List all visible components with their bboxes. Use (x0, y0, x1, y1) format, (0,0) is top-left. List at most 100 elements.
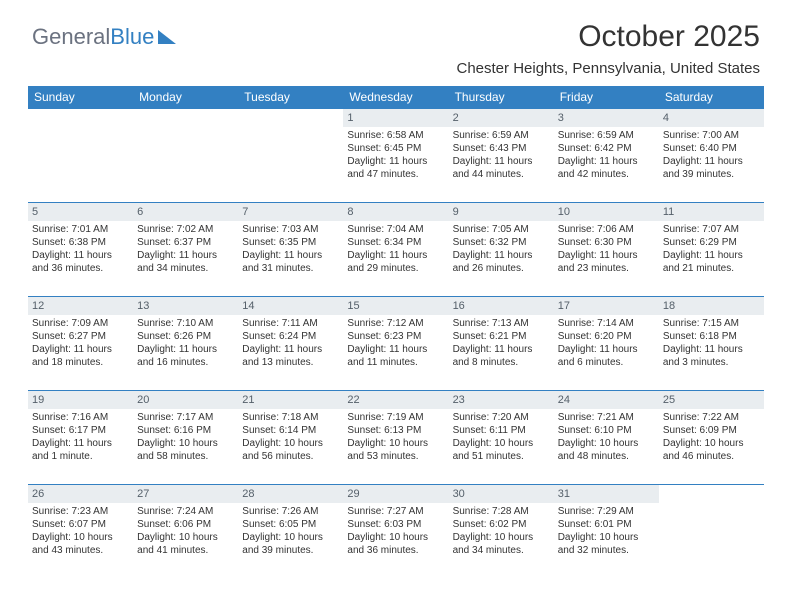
calendar-day-cell: 16 Sunrise: 7:13 AMSunset: 6:21 PMDayligh… (449, 297, 554, 391)
logo-triangle-icon (158, 30, 176, 44)
day-details: Sunrise: 7:18 AMSunset: 6:14 PMDaylight:… (238, 411, 343, 467)
day-details: Sunrise: 7:17 AMSunset: 6:16 PMDaylight:… (133, 411, 238, 467)
day-details: Sunrise: 7:14 AMSunset: 6:20 PMDaylight:… (554, 317, 659, 373)
calendar-day-cell: 4Sunrise: 7:00 AMSunset: 6:40 PMDaylight… (659, 109, 764, 203)
calendar-day-cell: 15 Sunrise: 7:12 AMSunset: 6:23 PMDayligh… (343, 297, 448, 391)
calendar-day-cell: 5 Sunrise: 7:01 AMSunset: 6:38 PMDaylight… (28, 203, 133, 297)
day-details: Sunrise: 7:19 AMSunset: 6:13 PMDaylight:… (343, 411, 448, 467)
calendar-day-cell: 6 Sunrise: 7:02 AMSunset: 6:37 PMDaylight… (133, 203, 238, 297)
calendar-day-cell: 17 Sunrise: 7:14 AMSunset: 6:20 PMDayligh… (554, 297, 659, 391)
calendar-day-cell: 1 Sunrise: 6:58 AMSunset: 6:45 PMDaylight… (343, 109, 448, 203)
day-number: 15 (343, 297, 448, 315)
calendar-day-cell: 19 Sunrise: 7:16 AMSunset: 6:17 PMDayligh… (28, 391, 133, 485)
calendar-day-cell (238, 109, 343, 203)
day-number: 21 (238, 391, 343, 409)
logo-text-1: General (32, 24, 110, 50)
calendar-day-cell: 11 Sunrise: 7:07 AMSunset: 6:29 PMDayligh… (659, 203, 764, 297)
day-details: Sunrise: 6:59 AMSunset: 6:43 PMDaylight:… (449, 129, 554, 185)
day-number: 24 (554, 391, 659, 409)
calendar-day-cell: 9 Sunrise: 7:05 AMSunset: 6:32 PMDaylight… (449, 203, 554, 297)
calendar-header-cell: Monday (133, 86, 238, 109)
calendar-day-cell: 25 Sunrise: 7:22 AMSunset: 6:09 PMDayligh… (659, 391, 764, 485)
calendar-day-cell: 2Sunrise: 6:59 AMSunset: 6:43 PMDaylight… (449, 109, 554, 203)
day-number: 18 (659, 297, 764, 315)
calendar-body: 1 Sunrise: 6:58 AMSunset: 6:45 PMDaylight… (28, 109, 764, 579)
day-details: Sunrise: 7:04 AMSunset: 6:34 PMDaylight:… (343, 223, 448, 279)
day-number: 20 (133, 391, 238, 409)
day-number: 19 (28, 391, 133, 409)
calendar-header-cell: Sunday (28, 86, 133, 109)
day-number: 25 (659, 391, 764, 409)
day-details: Sunrise: 7:16 AMSunset: 6:17 PMDaylight:… (28, 411, 133, 467)
day-details: Sunrise: 7:29 AMSunset: 6:01 PMDaylight:… (554, 505, 659, 561)
calendar-header-cell: Saturday (659, 86, 764, 109)
day-number: 4 (659, 109, 764, 127)
page-subtitle: Chester Heights, Pennsylvania, United St… (457, 60, 761, 77)
calendar-day-cell: 30 Sunrise: 7:28 AMSunset: 6:02 PMDayligh… (449, 485, 554, 579)
logo-text-2: Blue (110, 24, 154, 50)
day-details: Sunrise: 7:23 AMSunset: 6:07 PMDaylight:… (28, 505, 133, 561)
day-number: 5 (28, 203, 133, 221)
day-number: 12 (28, 297, 133, 315)
day-details: Sunrise: 7:13 AMSunset: 6:21 PMDaylight:… (449, 317, 554, 373)
day-details: Sunrise: 6:58 AMSunset: 6:45 PMDaylight:… (343, 129, 448, 185)
calendar-day-cell: 23Sunrise: 7:20 AMSunset: 6:11 PMDayligh… (449, 391, 554, 485)
day-details: Sunrise: 7:22 AMSunset: 6:09 PMDaylight:… (659, 411, 764, 467)
calendar-day-cell: 13 Sunrise: 7:10 AMSunset: 6:26 PMDayligh… (133, 297, 238, 391)
calendar-day-cell: 10 Sunrise: 7:06 AMSunset: 6:30 PMDayligh… (554, 203, 659, 297)
day-number: 16 (449, 297, 554, 315)
day-number: 6 (133, 203, 238, 221)
day-details: Sunrise: 7:03 AMSunset: 6:35 PMDaylight:… (238, 223, 343, 279)
calendar-day-cell: 27Sunrise: 7:24 AMSunset: 6:06 PMDayligh… (133, 485, 238, 579)
day-details: Sunrise: 7:26 AMSunset: 6:05 PMDaylight:… (238, 505, 343, 561)
day-details: Sunrise: 7:01 AMSunset: 6:38 PMDaylight:… (28, 223, 133, 279)
calendar-header-cell: Tuesday (238, 86, 343, 109)
calendar-day-cell: 7 Sunrise: 7:03 AMSunset: 6:35 PMDaylight… (238, 203, 343, 297)
day-details: Sunrise: 7:11 AMSunset: 6:24 PMDaylight:… (238, 317, 343, 373)
day-details: Sunrise: 7:06 AMSunset: 6:30 PMDaylight:… (554, 223, 659, 279)
day-details: Sunrise: 7:21 AMSunset: 6:10 PMDaylight:… (554, 411, 659, 467)
calendar-header-row: SundayMondayTuesdayWednesdayThursdayFrid… (28, 86, 764, 109)
calendar-week-row: 26 Sunrise: 7:23 AMSunset: 6:07 PMDayligh… (28, 485, 764, 579)
day-number: 11 (659, 203, 764, 221)
calendar-day-cell: 31Sunrise: 7:29 AMSunset: 6:01 PMDayligh… (554, 485, 659, 579)
calendar-day-cell: 14 Sunrise: 7:11 AMSunset: 6:24 PMDayligh… (238, 297, 343, 391)
day-number: 29 (343, 485, 448, 503)
day-number: 1 (343, 109, 448, 127)
calendar-day-cell: 28Sunrise: 7:26 AMSunset: 6:05 PMDayligh… (238, 485, 343, 579)
day-details: Sunrise: 7:27 AMSunset: 6:03 PMDaylight:… (343, 505, 448, 561)
calendar-week-row: 5 Sunrise: 7:01 AMSunset: 6:38 PMDaylight… (28, 203, 764, 297)
page-title: October 2025 (578, 20, 760, 54)
day-number: 9 (449, 203, 554, 221)
calendar-day-cell (133, 109, 238, 203)
calendar-header-cell: Friday (554, 86, 659, 109)
day-details: Sunrise: 7:07 AMSunset: 6:29 PMDaylight:… (659, 223, 764, 279)
calendar-day-cell: 3Sunrise: 6:59 AMSunset: 6:42 PMDaylight… (554, 109, 659, 203)
calendar-day-cell: 8 Sunrise: 7:04 AMSunset: 6:34 PMDaylight… (343, 203, 448, 297)
day-details: Sunrise: 7:05 AMSunset: 6:32 PMDaylight:… (449, 223, 554, 279)
calendar-day-cell (659, 485, 764, 579)
day-number: 10 (554, 203, 659, 221)
day-number: 30 (449, 485, 554, 503)
day-details: Sunrise: 7:24 AMSunset: 6:06 PMDaylight:… (133, 505, 238, 561)
calendar-week-row: 19 Sunrise: 7:16 AMSunset: 6:17 PMDayligh… (28, 391, 764, 485)
day-number: 13 (133, 297, 238, 315)
day-details: Sunrise: 7:12 AMSunset: 6:23 PMDaylight:… (343, 317, 448, 373)
calendar-header-cell: Thursday (449, 86, 554, 109)
day-details: Sunrise: 6:59 AMSunset: 6:42 PMDaylight:… (554, 129, 659, 185)
day-details: Sunrise: 7:28 AMSunset: 6:02 PMDaylight:… (449, 505, 554, 561)
day-number: 22 (343, 391, 448, 409)
day-number: 17 (554, 297, 659, 315)
calendar-day-cell: 29 Sunrise: 7:27 AMSunset: 6:03 PMDayligh… (343, 485, 448, 579)
day-number: 26 (28, 485, 133, 503)
calendar-day-cell: 20 Sunrise: 7:17 AMSunset: 6:16 PMDayligh… (133, 391, 238, 485)
day-number: 8 (343, 203, 448, 221)
calendar-day-cell: 22 Sunrise: 7:19 AMSunset: 6:13 PMDayligh… (343, 391, 448, 485)
day-details: Sunrise: 7:02 AMSunset: 6:37 PMDaylight:… (133, 223, 238, 279)
day-details: Sunrise: 7:15 AMSunset: 6:18 PMDaylight:… (659, 317, 764, 373)
day-number: 7 (238, 203, 343, 221)
day-number: 14 (238, 297, 343, 315)
day-number: 23 (449, 391, 554, 409)
day-details: Sunrise: 7:10 AMSunset: 6:26 PMDaylight:… (133, 317, 238, 373)
calendar-day-cell (28, 109, 133, 203)
